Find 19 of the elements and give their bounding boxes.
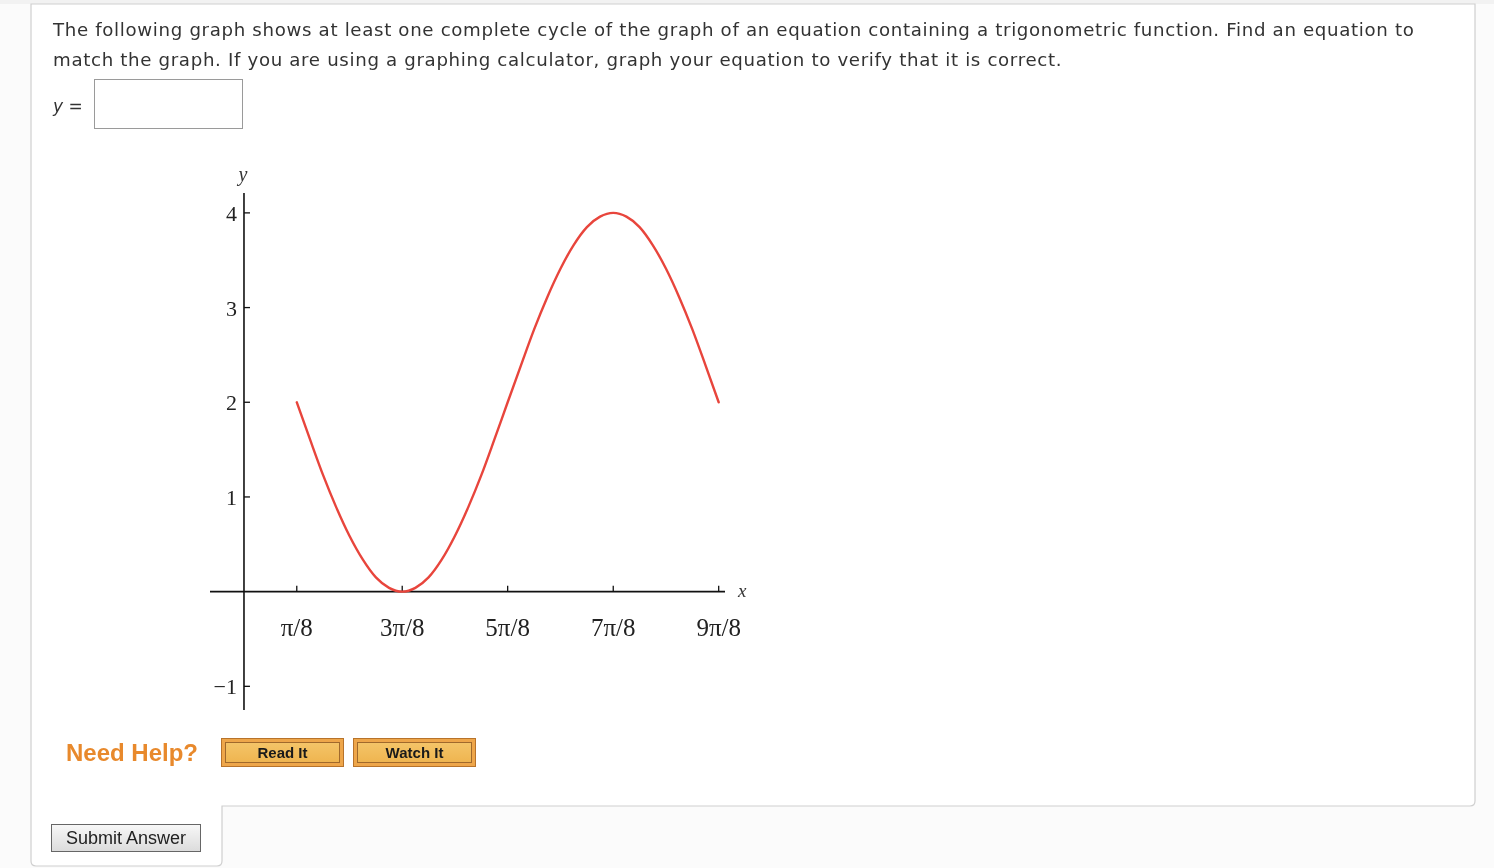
- x-tick-label: π/8: [280, 613, 313, 641]
- text: Need Help?: [66, 738, 199, 768]
- y-tick-label: −1: [213, 674, 237, 700]
- button: Submit Answer: [51, 824, 201, 852]
- chart-title: The following graph shows at least one complete cycle of the graph of an equation containing a trigonometric function. Find an equation to match the graph. If you are using a graphing calculator, graph your equation to verify that it is correct.: [53, 18, 1416, 72]
- line-series: [295, 211, 720, 593]
- y-tick-label: 1: [225, 484, 237, 510]
- x-tick-label: 9π/8: [696, 613, 741, 641]
- button: Watch It: [353, 738, 476, 767]
- text: y =: [53, 95, 83, 118]
- y-axis-title: y: [236, 163, 248, 186]
- x-tick-label: 5π/8: [485, 613, 530, 641]
- y-tick-label: 4: [225, 200, 237, 226]
- x-tick-label: 7π/8: [590, 613, 636, 641]
- x-tick-label: 3π/8: [379, 613, 425, 641]
- y-tick-label: 2: [225, 390, 237, 416]
- y-tick-label: 3: [225, 295, 237, 321]
- button: Read It: [221, 738, 344, 767]
- x-axis-title: x: [737, 579, 747, 601]
